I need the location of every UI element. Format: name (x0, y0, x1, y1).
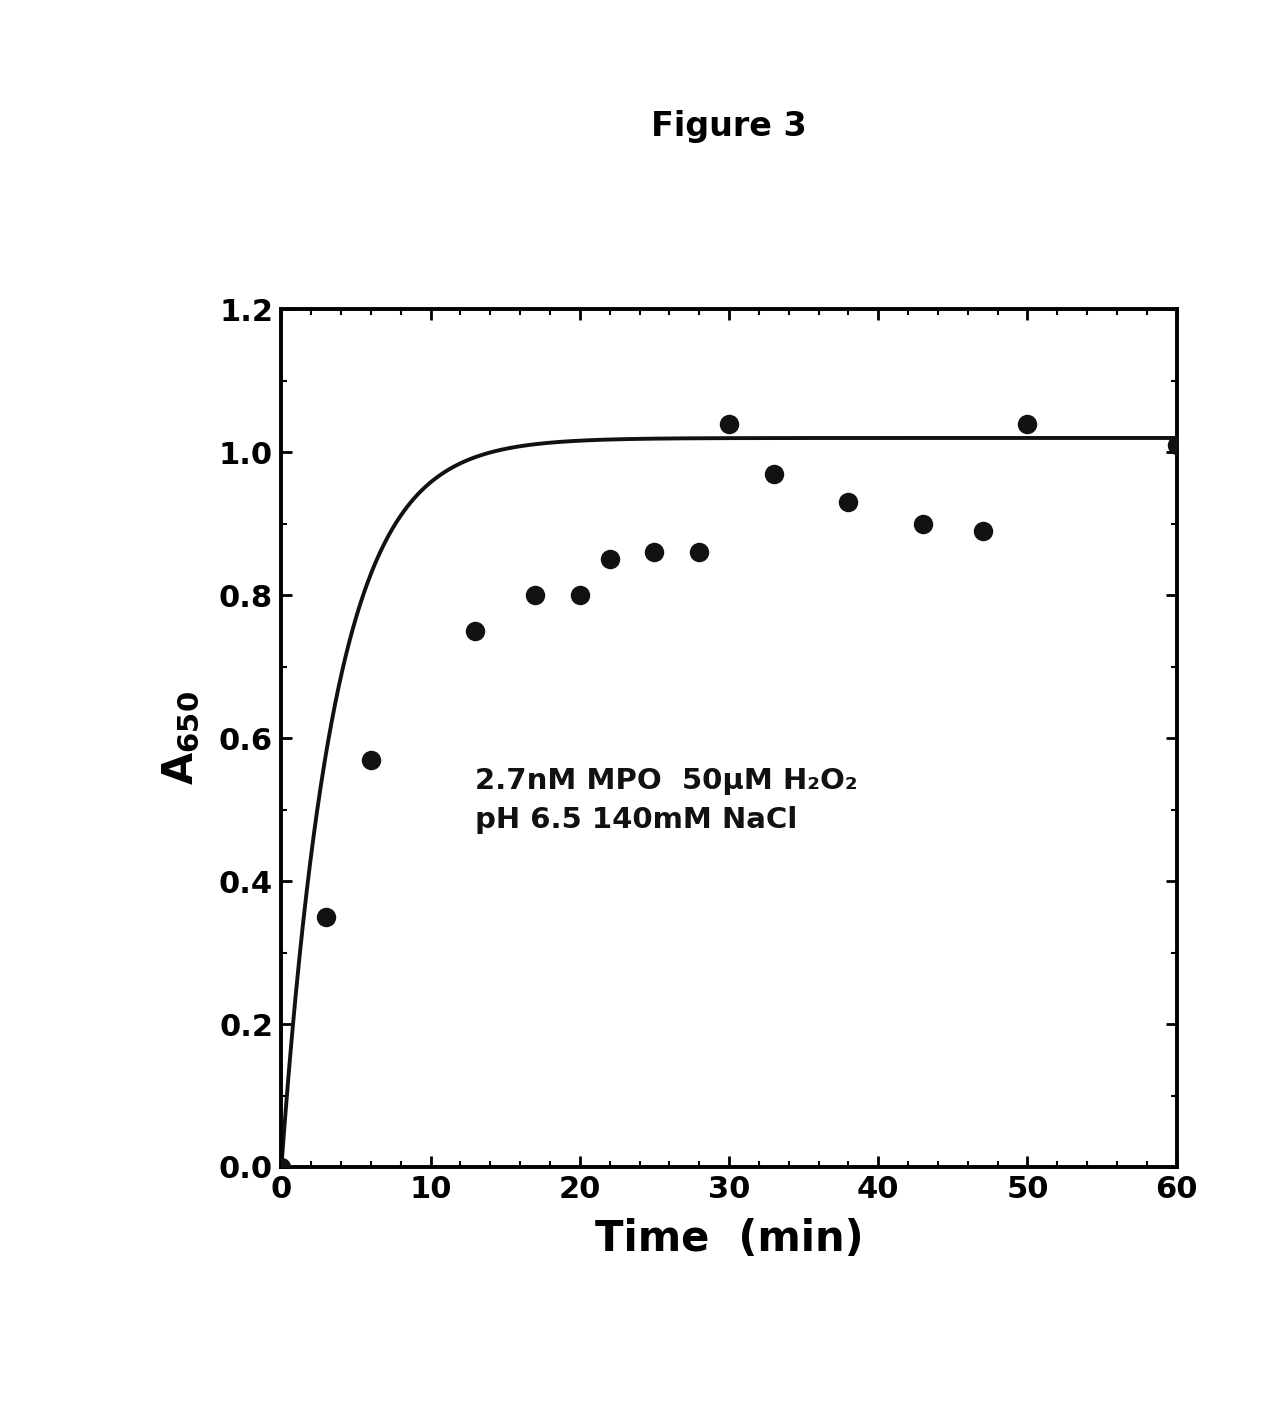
Text: Figure 3: Figure 3 (651, 110, 807, 143)
Point (316, 905, 336, 928)
Point (361, 748, 381, 770)
Point (764, 463, 784, 485)
Point (569, 583, 590, 606)
Point (972, 520, 993, 543)
Point (913, 512, 934, 534)
Point (838, 491, 858, 513)
Point (600, 548, 620, 571)
X-axis label: Time  (min): Time (min) (595, 1218, 863, 1260)
Point (689, 541, 710, 564)
Point (466, 620, 486, 643)
Point (719, 412, 739, 434)
Y-axis label: $\mathbf{A_{650}}$: $\mathbf{A_{650}}$ (160, 692, 202, 785)
Point (645, 541, 665, 564)
Point (271, 1156, 292, 1178)
Point (1166, 434, 1187, 457)
Point (1017, 412, 1037, 434)
Text: 2.7nM MPO  50μM H₂O₂
pH 6.5 140mM NaCl: 2.7nM MPO 50μM H₂O₂ pH 6.5 140mM NaCl (476, 766, 858, 834)
Point (524, 583, 545, 606)
